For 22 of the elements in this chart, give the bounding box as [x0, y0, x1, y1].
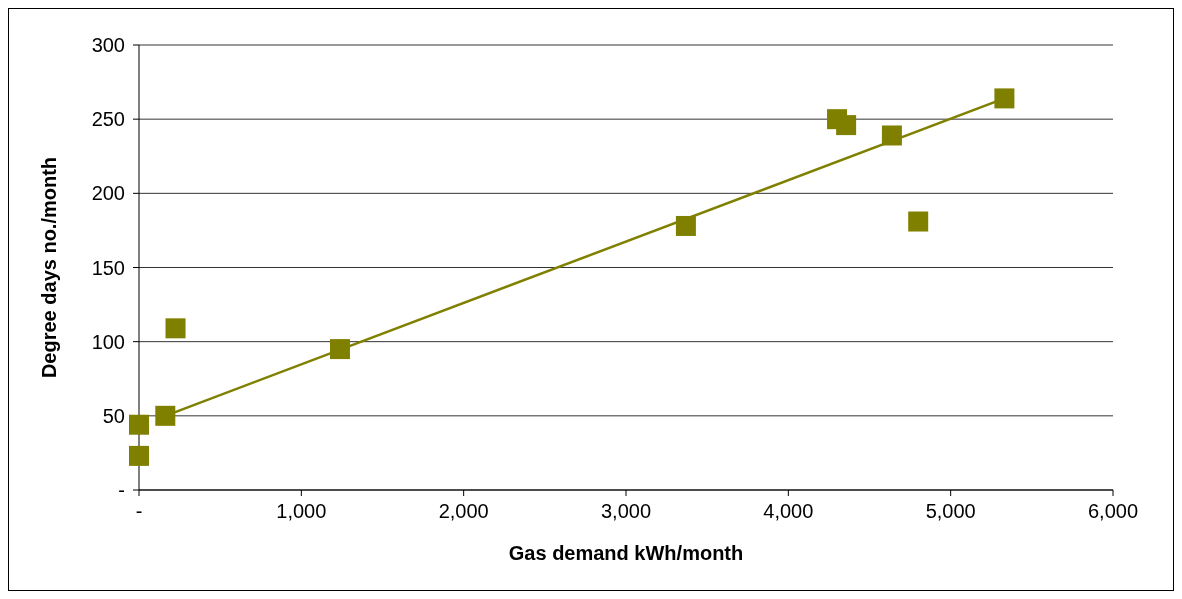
point: [129, 445, 149, 466]
y-axis-title: Degree days no./month: [38, 156, 61, 379]
x-tick-label: 4,000: [763, 500, 814, 523]
y-tick-label: 100: [91, 330, 125, 353]
point: [129, 414, 149, 435]
y-tick-label: 50: [102, 404, 125, 427]
x-tick-label: 6,000: [1087, 500, 1139, 523]
y-tick-label: -: [118, 479, 125, 502]
y-tick-label: 150: [91, 256, 125, 279]
x-tick-label: 5,000: [925, 500, 976, 523]
point: [908, 211, 929, 232]
y-tick-label: 200: [91, 182, 125, 205]
x-axis-title: Gas demand kWh/month: [508, 542, 744, 564]
point: [155, 405, 176, 426]
point: [994, 88, 1015, 109]
x-tick-label: -: [135, 500, 143, 523]
y-tick-label: 300: [91, 34, 125, 57]
x-tick-label: 1,000: [276, 500, 327, 523]
x-tick-label: 2,000: [438, 500, 489, 523]
y-tick-label: 250: [91, 108, 125, 131]
point: [165, 318, 186, 339]
x-tick-label: 3,000: [600, 500, 652, 523]
